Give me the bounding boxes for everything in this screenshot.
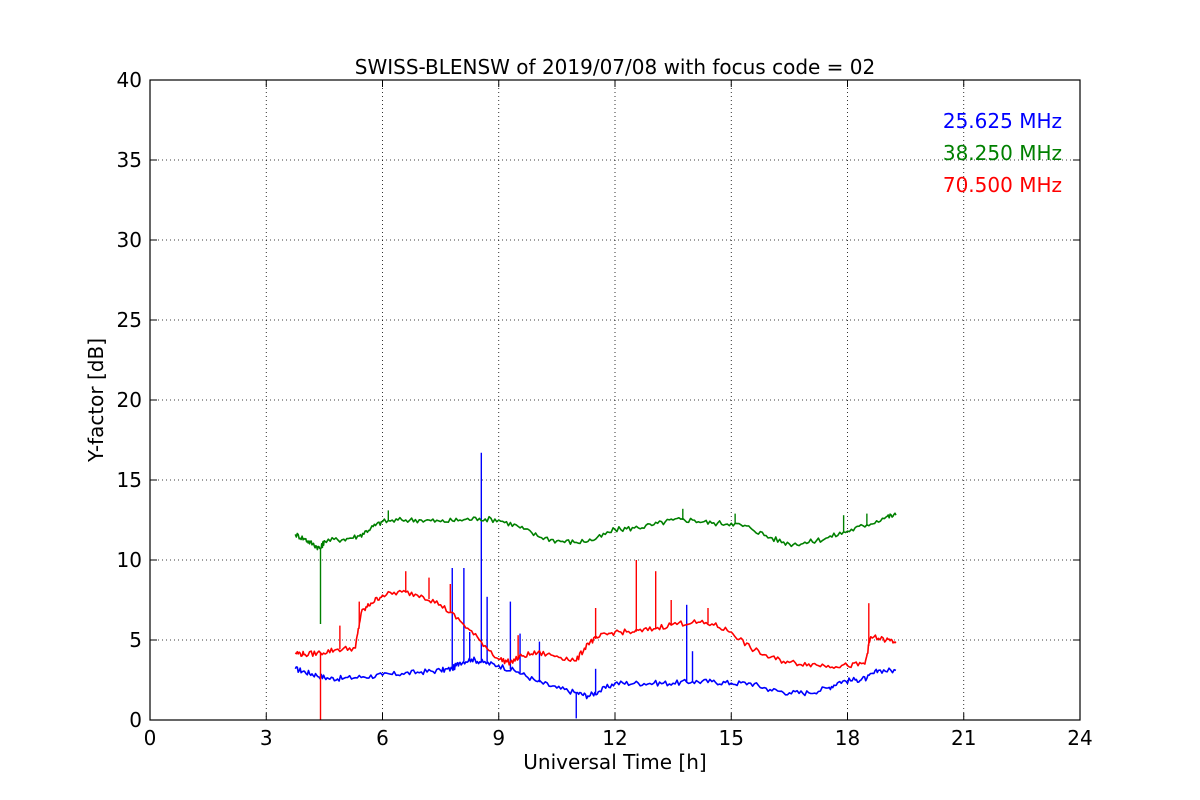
legend-entry: 38.250 MHz — [943, 141, 1062, 165]
series-70-500-mhz — [294, 560, 897, 720]
y-tick-label: 10 — [117, 548, 142, 572]
series-25-625-mhz — [294, 452, 897, 719]
y-tick-label: 0 — [129, 708, 142, 732]
y-tick-label: 25 — [117, 308, 142, 332]
y-tick-label: 5 — [129, 628, 142, 652]
y-tick-label: 35 — [117, 148, 142, 172]
series-line — [294, 656, 897, 700]
axis-ticks: 0 3 6 9 12 15 18 21 24 0 5 10 15 20 25 30 35 40 — [117, 68, 1093, 750]
legend-entry: 25.625 MHz — [943, 109, 1062, 133]
plot-series — [294, 452, 897, 720]
x-axis-label: Universal Time [h] — [523, 750, 706, 774]
x-tick-label: 3 — [260, 726, 273, 750]
series-38-250-mhz — [294, 508, 897, 624]
legend-entry: 70.500 MHz — [943, 173, 1062, 197]
chart-title: SWISS-BLENSW of 2019/07/08 with focus co… — [355, 55, 876, 79]
y-tick-label: 15 — [117, 468, 142, 492]
x-tick-label: 24 — [1067, 726, 1092, 750]
series-line — [294, 589, 897, 669]
x-tick-label: 0 — [144, 726, 157, 750]
x-tick-label: 18 — [835, 726, 860, 750]
y-tick-label: 40 — [117, 68, 142, 92]
series-line — [294, 512, 897, 551]
x-tick-label: 6 — [376, 726, 389, 750]
x-tick-label: 12 — [602, 726, 627, 750]
y-axis-label: Y-factor [dB] — [84, 338, 108, 463]
y-tick-label: 30 — [117, 228, 142, 252]
legend: 25.625 MHz 38.250 MHz 70.500 MHz — [943, 109, 1062, 197]
x-tick-label: 21 — [951, 726, 976, 750]
y-tick-label: 20 — [117, 388, 142, 412]
x-tick-label: 9 — [492, 726, 505, 750]
x-tick-label: 15 — [719, 726, 744, 750]
grid-lines — [150, 80, 1080, 720]
